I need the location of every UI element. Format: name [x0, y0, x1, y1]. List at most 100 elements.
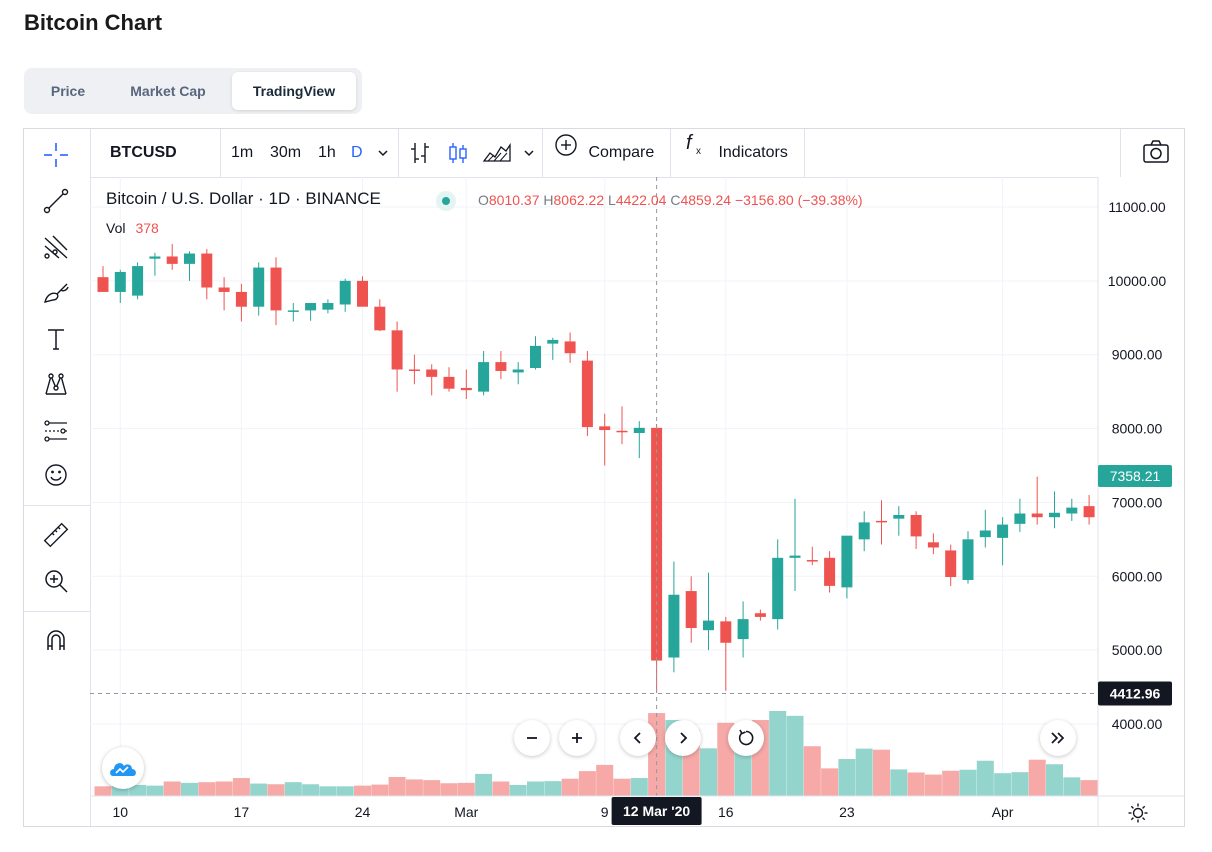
price-tick-label: 7000.00	[1112, 494, 1163, 510]
last-price-label: 7358.21	[1110, 468, 1161, 484]
candle-body	[858, 522, 870, 540]
candle-body	[339, 280, 351, 305]
magnet-icon[interactable]	[34, 621, 78, 661]
pattern-icon[interactable]	[34, 365, 78, 405]
volume-legend: Vol 378	[106, 220, 159, 236]
zoom-in-button[interactable]	[559, 720, 595, 756]
symbol-search[interactable]: BTCUSD	[110, 144, 177, 161]
candle-body	[1083, 506, 1095, 518]
chart-settings-icon[interactable]	[1127, 802, 1149, 829]
candle-body	[616, 430, 628, 433]
candle-body	[720, 621, 732, 643]
candlestick-chart[interactable]: 4000.00 5000.00 6000.00 7000.00 8000.00 9000.…	[90, 177, 1184, 826]
volume-bar	[544, 781, 562, 796]
volume-bar	[924, 774, 942, 796]
text-icon[interactable]	[34, 319, 78, 359]
ruler-icon[interactable]	[34, 515, 78, 555]
time-tick-label: Mar	[454, 804, 478, 820]
tradingview-logo-icon[interactable]	[102, 747, 144, 789]
candle-body	[184, 253, 195, 264]
candle-body	[927, 542, 939, 548]
candle-body	[547, 339, 559, 344]
interval-dropdown-icon[interactable]	[376, 129, 390, 177]
candle-body	[270, 267, 282, 311]
candle-body	[426, 369, 438, 377]
volume-bar	[1011, 772, 1029, 796]
volume-bar	[1046, 764, 1063, 796]
interval-1h[interactable]: 1h	[318, 144, 336, 161]
scroll-to-realtime-button[interactable]	[1040, 720, 1076, 756]
candle-body	[962, 539, 974, 580]
bars-chart-icon[interactable]	[408, 129, 432, 177]
plus-icon	[572, 733, 582, 743]
volume-bar	[371, 784, 389, 796]
last-price-badge	[1098, 464, 1172, 487]
crosshair-date-label: 12 Mar '20	[623, 803, 690, 819]
brush-icon[interactable]	[34, 273, 78, 313]
candle-body	[893, 514, 905, 519]
price-tick-label: 10000.00	[1108, 273, 1167, 289]
tab-market-cap[interactable]: Market Cap	[130, 83, 206, 99]
chevron-left-icon	[633, 732, 641, 744]
svg-text:f: f	[686, 132, 694, 154]
chart-pane[interactable]: 4000.00 5000.00 6000.00 7000.00 8000.00 9000.…	[90, 177, 1184, 826]
zoom-out-button[interactable]	[514, 720, 550, 756]
close-value: 4859.24	[680, 192, 732, 208]
volume-bar	[976, 760, 994, 796]
drawing-toolbar	[24, 129, 91, 826]
volume-bar	[1080, 780, 1098, 796]
scroll-left-button[interactable]	[620, 720, 656, 756]
candle-body	[668, 594, 680, 658]
zoom-in-icon[interactable]	[34, 561, 78, 601]
volume-bar	[215, 781, 233, 796]
candle-body	[97, 277, 109, 292]
market-status-icon	[436, 191, 456, 211]
crosshair-icon[interactable]	[34, 135, 78, 175]
reset-chart-button[interactable]	[728, 720, 764, 756]
candle-body	[149, 256, 161, 259]
candle-body	[218, 287, 230, 292]
pitchfork-icon[interactable]	[34, 227, 78, 267]
tab-price[interactable]: Price	[50, 83, 86, 99]
price-tick-label: 11000.00	[1108, 199, 1166, 215]
volume-bar	[700, 748, 717, 796]
area-chart-icon[interactable]	[482, 129, 512, 177]
volume-bar	[163, 781, 181, 796]
interval-1m[interactable]: 1m	[231, 144, 254, 161]
minus-icon	[527, 737, 537, 739]
ohlc-values: O8010.37 H8062.22 L4422.04 C4859.24 −315…	[478, 192, 863, 208]
crosshair-price-badge	[1098, 681, 1172, 706]
trend-line-icon[interactable]	[34, 181, 78, 221]
scroll-right-button[interactable]	[665, 720, 701, 756]
compare-button[interactable]: Compare	[554, 129, 654, 177]
crosshair-price-label: 4412.96	[1110, 685, 1161, 701]
candle-body	[754, 613, 766, 617]
candle-body	[789, 555, 801, 558]
candles-chart-icon[interactable]	[446, 129, 470, 177]
candle-body	[841, 535, 853, 588]
high-label: H	[543, 192, 554, 208]
candle-body	[737, 619, 749, 640]
candle-body	[460, 387, 472, 391]
chevron-right-icon	[680, 732, 688, 744]
price-tick-label: 8000.00	[1112, 421, 1163, 437]
candle-body	[201, 253, 213, 288]
interval-30m[interactable]: 30m	[270, 144, 302, 161]
indicators-label: Indicators	[718, 144, 788, 162]
prediction-icon[interactable]	[34, 411, 78, 451]
interval-d[interactable]: D	[351, 144, 363, 161]
high-value: 8062.22	[553, 192, 605, 208]
volume-bar	[613, 778, 631, 796]
volume-bar	[284, 782, 302, 796]
camera-icon[interactable]	[1142, 129, 1170, 177]
volume-bar	[267, 784, 285, 796]
volume-bar	[198, 782, 216, 796]
volume-bar	[129, 784, 147, 796]
volume-bar	[388, 776, 406, 796]
price-tick-label: 4000.00	[1112, 716, 1163, 732]
reset-icon	[738, 729, 754, 746]
emoji-icon[interactable]	[34, 455, 78, 495]
tab-tradingview[interactable]: TradingView	[232, 72, 356, 110]
chart-type-dropdown-icon[interactable]	[522, 129, 536, 177]
